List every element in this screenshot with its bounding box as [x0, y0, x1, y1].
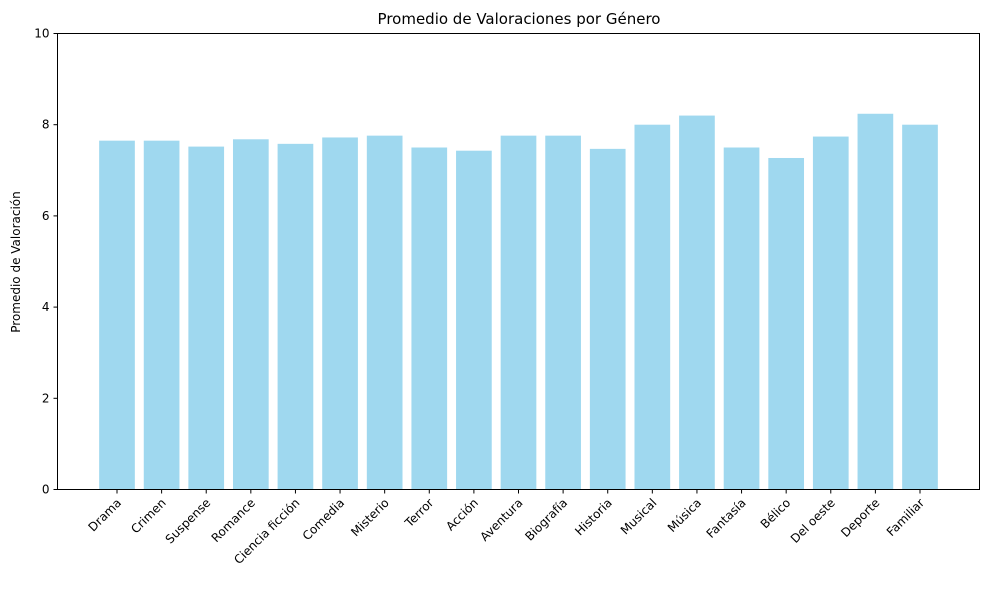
bar — [902, 124, 938, 490]
bar — [768, 157, 805, 490]
bar — [456, 150, 492, 490]
x-tick-label: Fantasía — [704, 496, 749, 541]
x-tick-label: Misterio — [348, 496, 392, 540]
bar — [545, 135, 581, 490]
x-tick-label: Comedia — [300, 496, 347, 543]
bar — [812, 136, 849, 490]
plot-frame — [57, 33, 980, 490]
y-axis: 0 2 4 6 8 10 — [34, 27, 58, 497]
bar — [679, 115, 715, 490]
bar — [232, 139, 269, 490]
bar — [366, 135, 403, 490]
bar — [500, 135, 537, 490]
bar — [411, 147, 448, 490]
y-tick-label: 6 — [42, 209, 50, 223]
bar — [99, 140, 135, 490]
x-tick-label: Crimen — [128, 496, 169, 537]
bars-group — [99, 113, 938, 490]
bar — [634, 124, 671, 490]
y-tick-label: 8 — [42, 118, 50, 132]
chart-title: Promedio de Valoraciones por Género — [378, 10, 661, 28]
bar — [857, 113, 894, 490]
x-tick-label: Música — [665, 496, 704, 535]
x-tick-label: Bélico — [758, 496, 794, 532]
x-tick-label: Musical — [618, 496, 660, 538]
bar — [188, 146, 225, 490]
x-tick-label: Familiar — [884, 496, 927, 539]
bar — [723, 147, 760, 490]
y-tick-label: 4 — [42, 300, 50, 314]
x-tick-label: Terror — [402, 496, 437, 531]
x-tick-label: Suspense — [163, 496, 214, 547]
y-tick-label: 10 — [34, 27, 49, 41]
bar — [143, 140, 180, 490]
y-axis-label: Promedio de Valoración — [9, 191, 23, 333]
x-tick-label: Historia — [572, 496, 615, 539]
x-tick-label: Drama — [86, 496, 125, 535]
bar — [277, 143, 314, 490]
bar — [589, 148, 626, 490]
x-tick-label: Aventura — [477, 496, 525, 544]
x-tick-label: Biografía — [522, 496, 570, 544]
x-tick-label: Deporte — [838, 496, 882, 540]
y-tick-label: 0 — [42, 483, 50, 497]
x-tick-label: Acción — [443, 496, 481, 534]
y-tick-label: 2 — [42, 391, 50, 405]
bar — [322, 137, 358, 490]
x-tick-label: Del oeste — [788, 496, 838, 546]
